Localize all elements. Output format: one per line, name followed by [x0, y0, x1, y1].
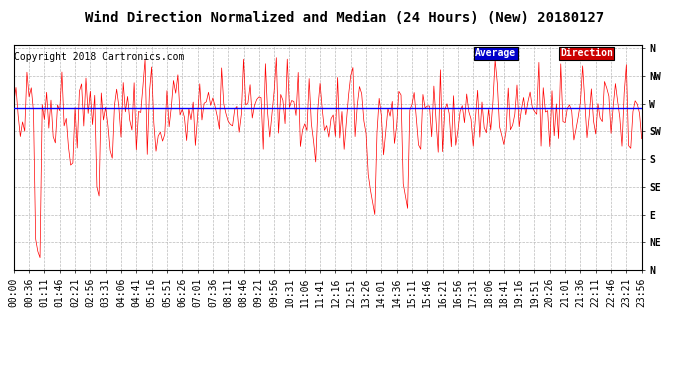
Text: Wind Direction Normalized and Median (24 Hours) (New) 20180127: Wind Direction Normalized and Median (24…	[86, 11, 604, 25]
Text: Copyright 2018 Cartronics.com: Copyright 2018 Cartronics.com	[14, 52, 185, 62]
Text: Average: Average	[475, 48, 516, 58]
Text: Direction: Direction	[560, 48, 613, 58]
